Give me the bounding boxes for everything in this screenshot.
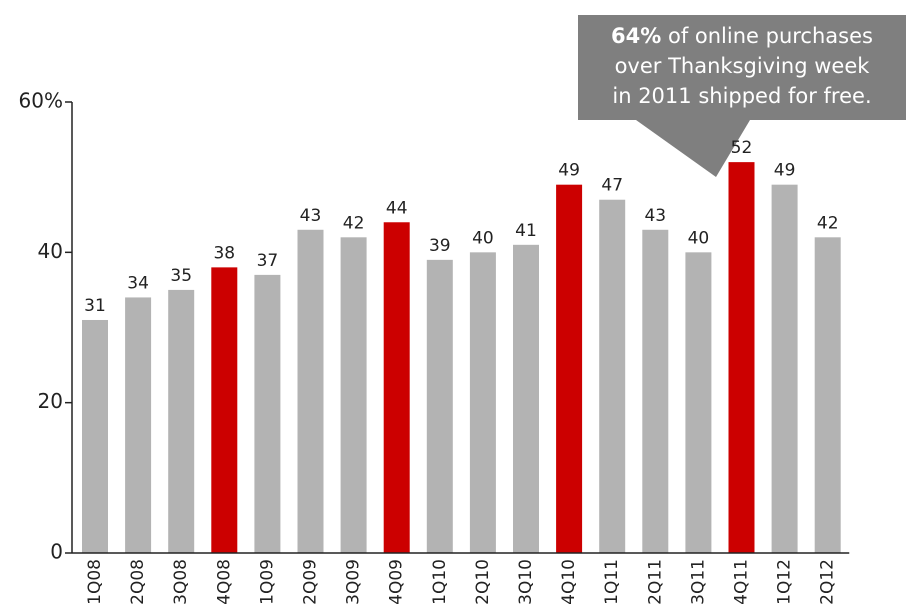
annotation-line: in 2011 shipped for free. xyxy=(612,84,871,108)
value-label: 34 xyxy=(127,273,149,293)
callout xyxy=(578,15,906,177)
value-label: 41 xyxy=(515,221,537,241)
y-tick-label: 20 xyxy=(38,389,63,413)
bar xyxy=(599,199,626,553)
value-label: 47 xyxy=(601,176,623,196)
bar xyxy=(642,229,669,554)
bar xyxy=(125,297,152,553)
bar xyxy=(340,237,367,554)
y-tick-label: 40 xyxy=(38,239,63,263)
x-tick-label: 3Q09 xyxy=(344,559,364,605)
annotation-text: of online purchases xyxy=(668,24,873,48)
x-tick-label: 2Q10 xyxy=(473,559,493,605)
bar xyxy=(469,252,496,554)
x-tick-label: 2Q12 xyxy=(818,559,838,605)
x-tick-label: 1Q11 xyxy=(602,559,622,605)
bar xyxy=(168,289,195,553)
annotation-line: over Thanksgiving week xyxy=(615,54,871,78)
bar xyxy=(771,184,798,553)
x-tick-label: 4Q11 xyxy=(732,559,752,605)
bar xyxy=(728,162,755,553)
x-tick-label: 4Q09 xyxy=(387,559,407,605)
value-label: 42 xyxy=(343,213,365,233)
value-label: 35 xyxy=(170,266,192,286)
value-label: 37 xyxy=(257,251,279,271)
bar xyxy=(513,244,539,554)
x-tick-label: 1Q08 xyxy=(85,559,105,605)
bar xyxy=(254,274,281,553)
annotation-line: 64% of online purchases xyxy=(611,24,873,48)
x-tick-label: 1Q12 xyxy=(775,559,795,605)
value-label: 43 xyxy=(300,206,322,226)
x-tick-label: 4Q10 xyxy=(559,559,579,605)
value-label: 49 xyxy=(774,161,796,181)
value-label: 40 xyxy=(472,228,494,248)
value-label: 40 xyxy=(688,228,710,248)
x-tick-label: 3Q10 xyxy=(516,559,536,605)
value-label: 44 xyxy=(386,198,408,218)
x-tick-label: 4Q08 xyxy=(214,559,234,605)
x-tick-label: 2Q11 xyxy=(645,559,665,605)
x-tick-label: 1Q10 xyxy=(430,559,450,605)
bar xyxy=(383,222,410,553)
x-tick-label: 2Q09 xyxy=(301,559,321,605)
value-label: 43 xyxy=(644,206,666,226)
y-tick-label: 0 xyxy=(50,540,63,564)
bar xyxy=(685,252,712,554)
bar xyxy=(211,267,238,553)
bar xyxy=(814,237,841,554)
bar xyxy=(426,259,453,553)
x-tick-label: 2Q08 xyxy=(128,559,148,605)
value-label: 39 xyxy=(429,236,451,256)
value-label: 52 xyxy=(731,138,753,158)
value-label: 42 xyxy=(817,213,839,233)
annotation-bold: 64% xyxy=(611,24,661,48)
bar xyxy=(82,319,108,553)
y-tick-label: 60% xyxy=(19,89,63,113)
x-tick-label: 1Q09 xyxy=(257,559,277,605)
bar xyxy=(556,184,583,553)
x-tick-label: 3Q08 xyxy=(171,559,191,605)
bar xyxy=(297,229,324,554)
value-label: 38 xyxy=(213,243,235,263)
x-tick-label: 3Q11 xyxy=(688,559,708,605)
value-label: 31 xyxy=(84,296,106,316)
value-label: 49 xyxy=(558,161,580,181)
